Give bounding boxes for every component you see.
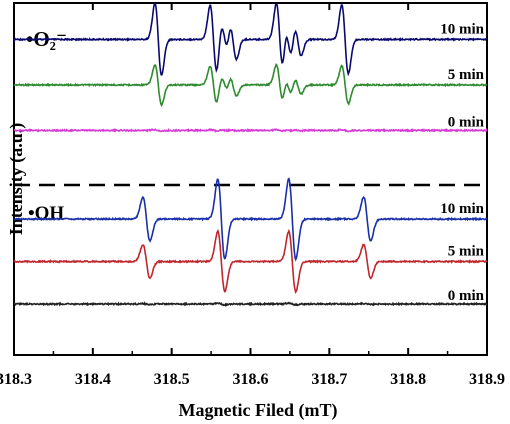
x-axis-tick-labels: 318.3 318.4 318.5 318.6 318.7 318.8 318.9 bbox=[0, 371, 505, 388]
series-line-o2-0min bbox=[13, 127, 488, 133]
x-tick-label-1: 318.4 bbox=[75, 371, 111, 388]
series-line-oh-0min bbox=[13, 301, 488, 308]
x-tick-label-6: 318.9 bbox=[469, 371, 505, 388]
series-line-o2-10min bbox=[13, 2, 488, 77]
x-tick-label-0: 318.3 bbox=[0, 371, 32, 388]
series-line-o2-5min bbox=[13, 63, 488, 108]
hydroxyl-series-group bbox=[13, 177, 488, 308]
series-label-o2-10min: 10 min bbox=[440, 21, 484, 37]
x-axis-title: Magnetic Filed (mT) bbox=[179, 400, 338, 421]
series-line-oh-5min bbox=[13, 228, 488, 295]
series-line-oh-10min bbox=[13, 177, 488, 262]
x-tick-label-2: 318.5 bbox=[154, 371, 190, 388]
x-tick-label-3: 318.6 bbox=[233, 371, 269, 388]
x-tick-label-5: 318.8 bbox=[390, 371, 426, 388]
series-label-o2-5min: 5 min bbox=[448, 67, 485, 83]
series-labels: 10 min 5 min 0 min 10 min 5 min 0 min bbox=[440, 21, 484, 304]
hydroxyl-radical-label: •OH bbox=[28, 203, 64, 224]
series-label-oh-5min: 5 min bbox=[448, 244, 485, 260]
y-axis-title: Intensity (a.u.) bbox=[6, 123, 27, 236]
x-axis-ticks bbox=[13, 3, 488, 355]
series-label-oh-10min: 10 min bbox=[440, 201, 484, 217]
series-label-oh-0min: 0 min bbox=[448, 288, 485, 304]
superoxide-series-group bbox=[13, 2, 488, 133]
series-label-o2-0min: 0 min bbox=[448, 114, 485, 130]
x-tick-label-4: 318.7 bbox=[311, 371, 347, 388]
